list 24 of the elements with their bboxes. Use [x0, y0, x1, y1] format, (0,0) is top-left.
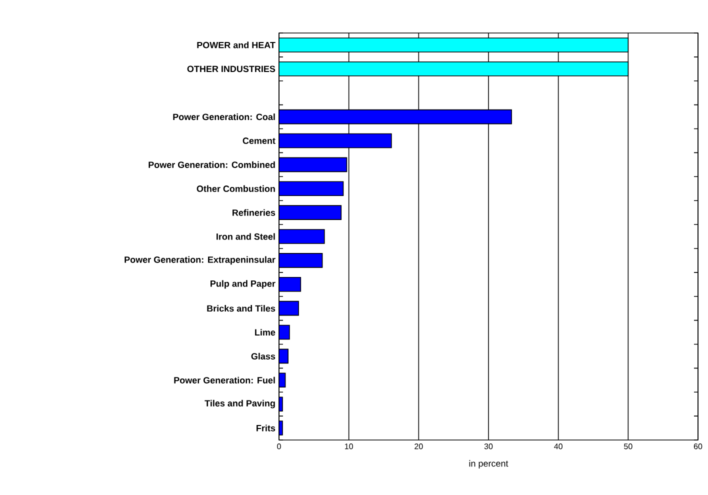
y-tick-label: Tiles and Paving: [204, 400, 275, 408]
x-tick-label: 40: [554, 444, 562, 450]
y-tick-label: Power Generation: Combined: [148, 161, 275, 168]
y-tick-label: Power Generation: Extrapeninsular: [124, 256, 276, 265]
y-tick-label: Glass: [251, 352, 276, 360]
y-tick-label: OTHER INDUSTRIES: [187, 66, 276, 72]
x-tick-label: 50: [624, 444, 632, 450]
y-tick-label: Power Generation: Fuel: [174, 376, 275, 384]
y-tick-label: Bricks and Tiles: [207, 305, 276, 312]
y-tick-label: Frits: [256, 424, 276, 432]
y-tick-label: Other Combustion: [196, 185, 275, 192]
y-tick-label: POWER and HEAT: [197, 42, 276, 48]
x-tick-label: 60: [694, 444, 702, 450]
x-tick-label: 10: [345, 444, 353, 450]
y-tick-label: Power Generation: Coal: [173, 113, 275, 120]
x-tick-label: 30: [484, 444, 493, 450]
y-tick-label: Lime: [255, 328, 276, 336]
y-tick-label: Iron and Steel: [216, 233, 275, 240]
y-tick-label: Refineries: [232, 209, 276, 216]
y-tick-label: Pulp and Paper: [210, 280, 276, 289]
x-axis-title: in percent: [469, 460, 508, 468]
y-tick-label: Cement: [242, 138, 276, 144]
x-tick-label: 20: [414, 444, 423, 450]
x-tick-label: 0: [277, 444, 281, 450]
